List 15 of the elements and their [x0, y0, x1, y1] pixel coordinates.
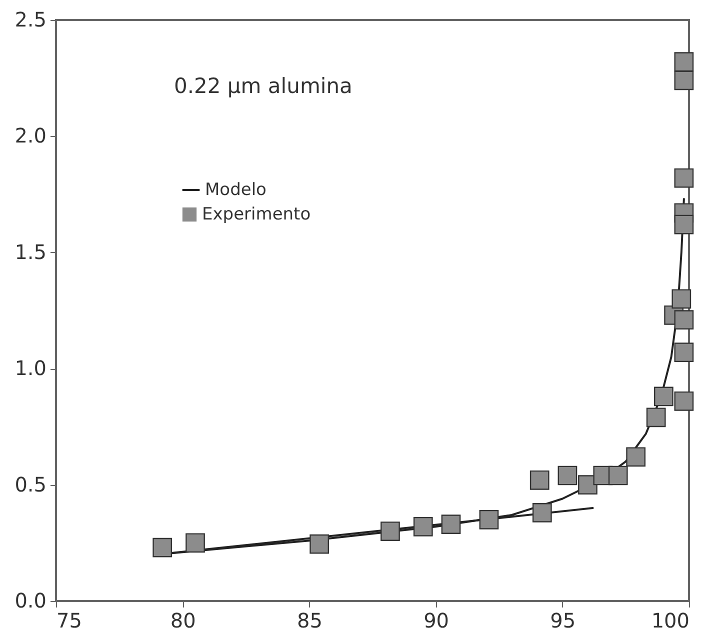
legend-label: Modelo: [205, 180, 266, 200]
y-tick-label: 2.5: [14, 8, 46, 32]
x-tick-label: 85: [296, 608, 322, 632]
x-tick-label: 100: [651, 608, 690, 632]
x-tick-label: 75: [56, 608, 82, 632]
x-tick-label: 80: [170, 608, 196, 632]
y-tick-label: 2.0: [14, 124, 46, 148]
legend-label: Experimento: [202, 204, 311, 224]
x-tick-label: 90: [424, 608, 450, 632]
annotation: 0.22 µm alumina: [174, 74, 352, 98]
y-tick-label: 1.0: [14, 356, 46, 380]
y-tick-label: 1.5: [14, 240, 46, 264]
y-tick-label: 0.5: [14, 472, 46, 496]
x-tick-label: 95: [550, 608, 576, 632]
y-tick-label: 0.0: [14, 588, 46, 612]
